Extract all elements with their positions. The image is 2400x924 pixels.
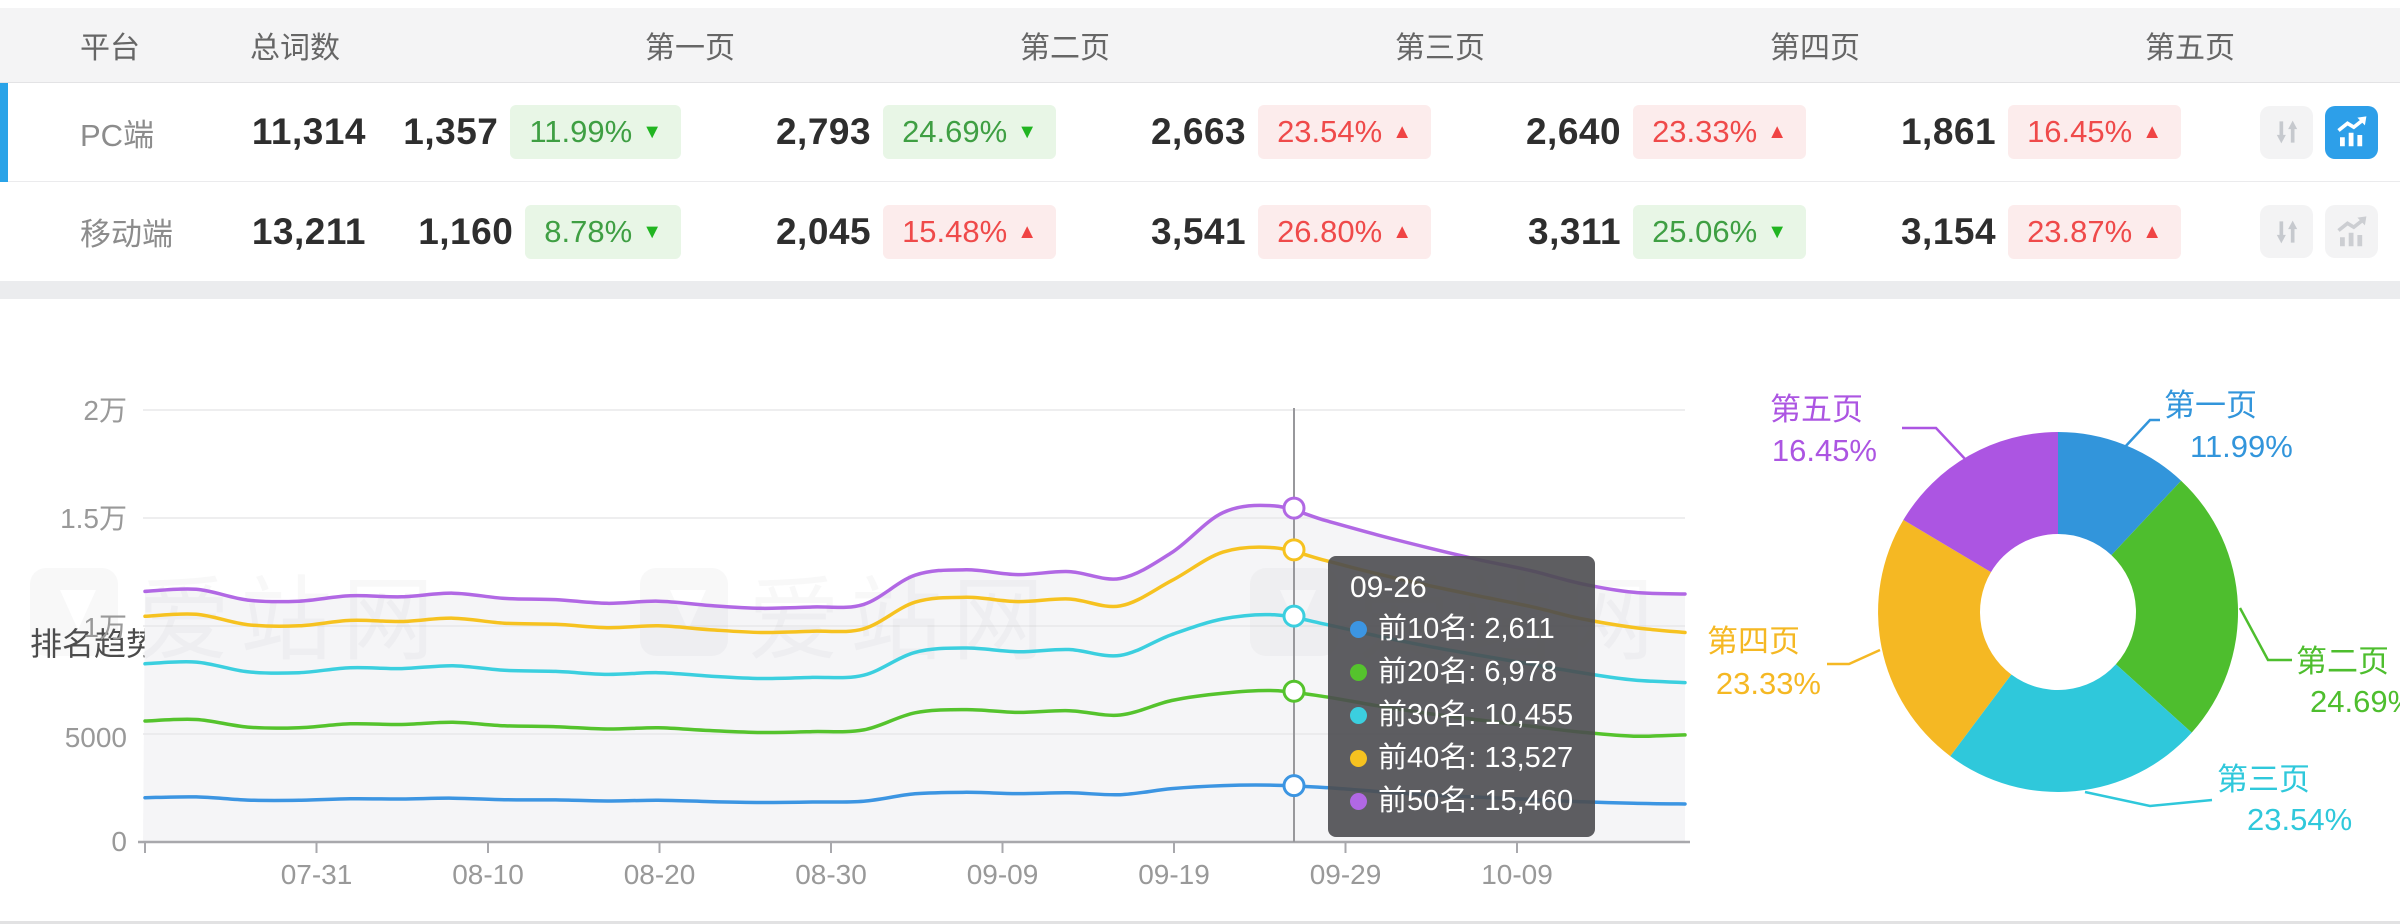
triangle-up-icon: ▲ [1767,121,1787,143]
show-trend-chart-button[interactable] [2325,105,2378,159]
column-header-第三页: 第三页 [1395,32,1485,65]
section-divider [0,281,2400,299]
tooltip-series-value: 前10名: 2,611 [1378,613,1555,645]
tooltip-row-前30名: 前30名: 10,455 [1350,694,1573,737]
page-3-percent-badge: 23.54% ▲ [1258,105,1431,159]
total-words-value: 11,314 [251,111,366,152]
platform-label: 移动端 [80,217,173,252]
page-2-count: 2,045 [775,210,872,252]
column-header-平台: 平台 [80,32,140,65]
page-3-count: 2,663 [1150,111,1247,152]
column-header-第四页: 第四页 [1770,32,1860,65]
range-tab-30天[interactable]: 30天 [281,613,398,660]
table-row-PC端[interactable]: PC端 11,314 1,357 11.99% ▼ 2,793 24.69% ▼ 2,663 23… [0,83,2400,182]
rank-summary-table: 平台 总词数 第一页 第二页 第三页 第四页 第五页 PC端 11,314 1,357 11.99… [0,0,2400,281]
column-header-总词数: 总词数 [250,32,340,65]
table-row-移动端[interactable]: 移动端 13,211 1,160 8.78% ▼ 2,045 15.48% ▲ 3,541 26.… [0,182,2400,281]
trend-section: 排名趋势 7天 30天 3个月 [0,299,2400,921]
page-5-percent-badge: 23.87% ▲ [2008,204,2181,259]
show-trend-chart-button[interactable] [2325,205,2378,258]
series-dot-icon [1350,664,1367,681]
series-dot-icon [1350,707,1367,724]
page-5-percent-badge: 16.45% ▲ [2008,105,2181,159]
trend-chart-icon [2336,215,2366,246]
tooltip-series-value: 前50名: 15,460 [1378,785,1574,817]
tooltip-row-前10名: 前10名: 2,611 [1350,608,1573,651]
page-2-count: 2,793 [775,111,872,152]
tooltip-row-前40名: 前40名: 13,527 [1350,737,1573,780]
page-1-percent-badge: 11.99% ▼ [510,105,681,159]
page-4-percent-badge: 25.06% ▼ [1633,204,1806,259]
tooltip-series-value: 前20名: 6,978 [1378,656,1557,688]
total-words-value: 13,211 [251,210,366,252]
page-4-percent-badge: 23.33% ▲ [1633,105,1806,159]
triangle-up-icon: ▲ [2142,220,2162,243]
page-2-percent-badge: 24.69% ▼ [883,105,1056,159]
series-dot-icon [1350,621,1367,638]
page-bottom-border [0,921,2400,924]
column-header-第二页: 第二页 [1020,32,1110,65]
tooltip-series-value: 前40名: 13,527 [1378,742,1574,774]
range-tab-7天[interactable]: 7天 [170,613,269,660]
column-header-第一页: 第一页 [645,32,735,65]
triangle-down-icon: ▼ [1017,121,1037,143]
page-3-percent-badge: 26.80% ▲ [1258,204,1431,259]
series-dot-icon [1350,793,1367,810]
trend-section-title: 排名趋势 [30,626,159,662]
platform-label: PC端 [80,117,155,153]
triangle-up-icon: ▲ [1017,220,1037,243]
page-1-count: 1,160 [418,210,514,252]
table-header-row: 平台 总词数 第一页 第二页 第三页 第四页 第五页 [0,8,2400,83]
page-4-count: 3,311 [1528,210,1622,252]
page-1-percent-badge: 8.78% ▼ [525,204,681,259]
selected-row-accent [0,83,8,182]
series-dot-icon [1350,750,1367,767]
tooltip-series-value: 前30名: 10,455 [1378,699,1574,731]
table-body: PC端 11,314 1,357 11.99% ▼ 2,793 24.69% ▼ 2,663 23… [0,83,2400,281]
column-header-第五页: 第五页 [2145,32,2235,65]
range-tab-3个月[interactable]: 3个月 [410,613,539,660]
sort-rank-button[interactable] [2260,105,2313,159]
sort-rank-button[interactable] [2260,205,2313,258]
triangle-up-icon: ▲ [1392,121,1412,143]
page-5-count: 1,861 [1900,111,1997,152]
tooltip-date: 09-26 [1350,571,1427,604]
page-3-count: 3,541 [1150,210,1247,252]
triangle-down-icon: ▼ [642,220,662,243]
sort-arrows-icon [2276,120,2297,144]
page-5-count: 3,154 [1900,210,1997,252]
triangle-down-icon: ▼ [642,121,662,143]
sort-arrows-icon [2276,220,2297,243]
page-1-count: 1,357 [403,111,499,152]
tooltip-row-前20名: 前20名: 6,978 [1350,651,1573,694]
tooltip-rows: 前10名: 2,611 前20名: 6,978 前30名: 10,455 前40名: … [1350,608,1573,823]
range-tabs: 7天 30天 3个月 [170,613,539,660]
page-4-count: 2,640 [1525,111,1622,152]
tooltip-row-前50名: 前50名: 15,460 [1350,780,1573,823]
triangle-down-icon: ▼ [1767,220,1787,243]
page-2-percent-badge: 15.48% ▲ [883,204,1056,259]
trend-chart-icon [2336,116,2366,147]
triangle-up-icon: ▲ [2142,121,2162,143]
chart-tooltip: 09-26 前10名: 2,611 前20名: 6,978 前30名: 10,455… [1328,556,1596,837]
triangle-up-icon: ▲ [1392,220,1412,243]
